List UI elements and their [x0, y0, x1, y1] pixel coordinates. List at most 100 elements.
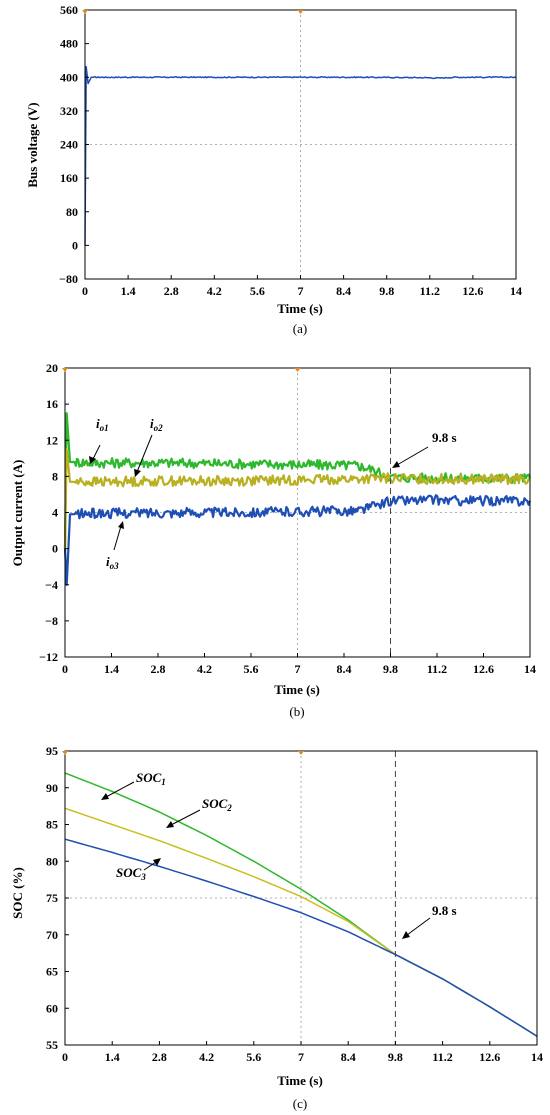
- y-tick-label: 400: [60, 70, 78, 84]
- series-line-io2: [63, 448, 531, 549]
- y-tick-label: −8: [45, 614, 58, 628]
- x-tick-label: 1.4: [104, 662, 119, 676]
- annotation-arrow: [170, 809, 201, 826]
- y-tick-label: 70: [46, 928, 58, 942]
- x-tick-label: 5.6: [250, 284, 265, 298]
- svg-text:SOC2: SOC2: [202, 796, 232, 813]
- y-tick-label: −12: [39, 650, 58, 664]
- annotation-io2: io2: [134, 416, 163, 477]
- x-tick-label: 11.2: [432, 1050, 452, 1064]
- y-tick-label: 8: [52, 469, 58, 483]
- annotation-arrow: [136, 434, 153, 473]
- x-tick-label: 1.4: [121, 284, 136, 298]
- x-tick-label: 8.4: [341, 1050, 356, 1064]
- chart-panel-c: 0 1.4 2.8 4.2 5.6 7 8.4 9.8 11.2 12.6 14 95 90 85 80 75…: [10, 744, 543, 1111]
- x-tick-label: 12.6: [462, 284, 483, 298]
- trigger-marker: [82, 10, 88, 14]
- x-tick-label: 7: [295, 662, 301, 676]
- y-tick-label: 55: [46, 1038, 58, 1052]
- annotation-9-8s: 9.8 s: [392, 430, 457, 468]
- x-tick-label: 5.6: [246, 1050, 261, 1064]
- series-line-soc3: [64, 838, 538, 1037]
- x-tick-label: 1.4: [105, 1050, 120, 1064]
- x-tick-label: 7: [298, 1050, 304, 1064]
- annotation-soc3: SOC3: [116, 858, 161, 882]
- trigger-marker: [294, 368, 301, 372]
- svg-text:SOC3: SOC3: [116, 865, 146, 882]
- annotation-arrow: [113, 525, 122, 551]
- arrow-head: [153, 858, 161, 866]
- y-tick-label: 95: [46, 744, 58, 758]
- y-tick-label: 16: [46, 397, 58, 411]
- annotation-soc1: SOC1: [101, 770, 166, 800]
- series-line: [84, 65, 517, 246]
- x-tick-label: 11.2: [420, 284, 440, 298]
- annotation-arrow: [143, 861, 157, 871]
- annotation-9-8s: 9.8 s: [402, 903, 457, 939]
- arrow-head: [101, 793, 109, 800]
- panel-caption: (a): [293, 321, 307, 336]
- annotation-soc2: SOC2: [166, 796, 232, 828]
- arrow-head: [402, 931, 410, 939]
- x-tick-label: 5.6: [244, 662, 259, 676]
- x-tick-label: 8.4: [337, 662, 352, 676]
- panel-caption: (b): [289, 704, 304, 719]
- annotation-arrow: [396, 446, 429, 466]
- x-tick-label: 11.2: [427, 662, 447, 676]
- y-tick-label: 160: [60, 171, 78, 185]
- y-tick-label: 80: [46, 854, 58, 868]
- panel-caption: (c): [293, 1096, 307, 1111]
- svg-text:SOC1: SOC1: [136, 770, 166, 787]
- x-tick-label: 0: [62, 1050, 68, 1064]
- x-tick-label: 2.8: [164, 284, 179, 298]
- y-tick-label: 0: [72, 238, 78, 252]
- x-tick-label: 4.2: [197, 662, 212, 676]
- y-tick-label: 240: [60, 138, 78, 152]
- annotation-arrow: [92, 444, 101, 460]
- x-tick-label: 9.8: [383, 662, 398, 676]
- y-tick-label: −80: [59, 272, 78, 286]
- y-tick-label: 0: [52, 542, 58, 556]
- x-tick-label: 2.8: [151, 662, 166, 676]
- chart-panel-a: 0 1.4 2.8 4.2 5.6 7 8.4 9.8 11.2 12.6 14 560 480 400 3…: [25, 3, 522, 336]
- x-tick-label: 4.2: [207, 284, 222, 298]
- x-tick-label: 12.6: [479, 1050, 500, 1064]
- x-tick-label: 9.8: [388, 1050, 403, 1064]
- annotation-arrow: [406, 917, 431, 936]
- y-tick-label: 560: [60, 3, 78, 17]
- chart-panel-b: 0 1.4 2.8 4.2 5.6 7 8.4 9.8 11.2 12.6 14201612840−…: [10, 361, 536, 719]
- y-tick-label: 90: [46, 781, 58, 795]
- arrow-head: [392, 461, 400, 468]
- y-tick-label: 20: [46, 361, 58, 375]
- x-tick-label: 0: [82, 284, 88, 298]
- y-tick-label: 65: [46, 965, 58, 979]
- y-axis-label: Bus voltage (V): [25, 102, 40, 187]
- trigger-marker: [62, 751, 68, 755]
- svg-text:io2: io2: [150, 416, 163, 433]
- arrow-head: [166, 821, 174, 828]
- x-tick-label: 9.8: [379, 284, 394, 298]
- x-tick-label: 14: [531, 1050, 543, 1064]
- annotation-io3: io3: [106, 521, 124, 571]
- y-tick-label: 60: [46, 1001, 58, 1015]
- svg-text:9.8 s: 9.8 s: [432, 903, 457, 918]
- x-tick-label: 0: [62, 662, 68, 676]
- x-axis-label: Time (s): [274, 682, 320, 697]
- y-tick-label: −4: [45, 578, 58, 592]
- annotation-arrow: [105, 781, 135, 798]
- arrow-head: [134, 469, 141, 477]
- y-tick-label: 480: [60, 37, 78, 51]
- x-tick-label: 7: [298, 284, 304, 298]
- y-axis-label: SOC (%): [10, 867, 25, 919]
- svg-text:io1: io1: [96, 416, 109, 433]
- trigger-marker: [297, 10, 304, 14]
- trigger-marker: [62, 368, 68, 372]
- series-line-io3: [63, 494, 532, 586]
- annotation-io1: io1: [89, 416, 109, 464]
- y-tick-label: 85: [46, 818, 58, 832]
- x-axis-label: Time (s): [277, 301, 323, 316]
- x-tick-label: 14: [510, 284, 522, 298]
- x-tick-label: 2.8: [152, 1050, 167, 1064]
- y-tick-label: 320: [60, 104, 78, 118]
